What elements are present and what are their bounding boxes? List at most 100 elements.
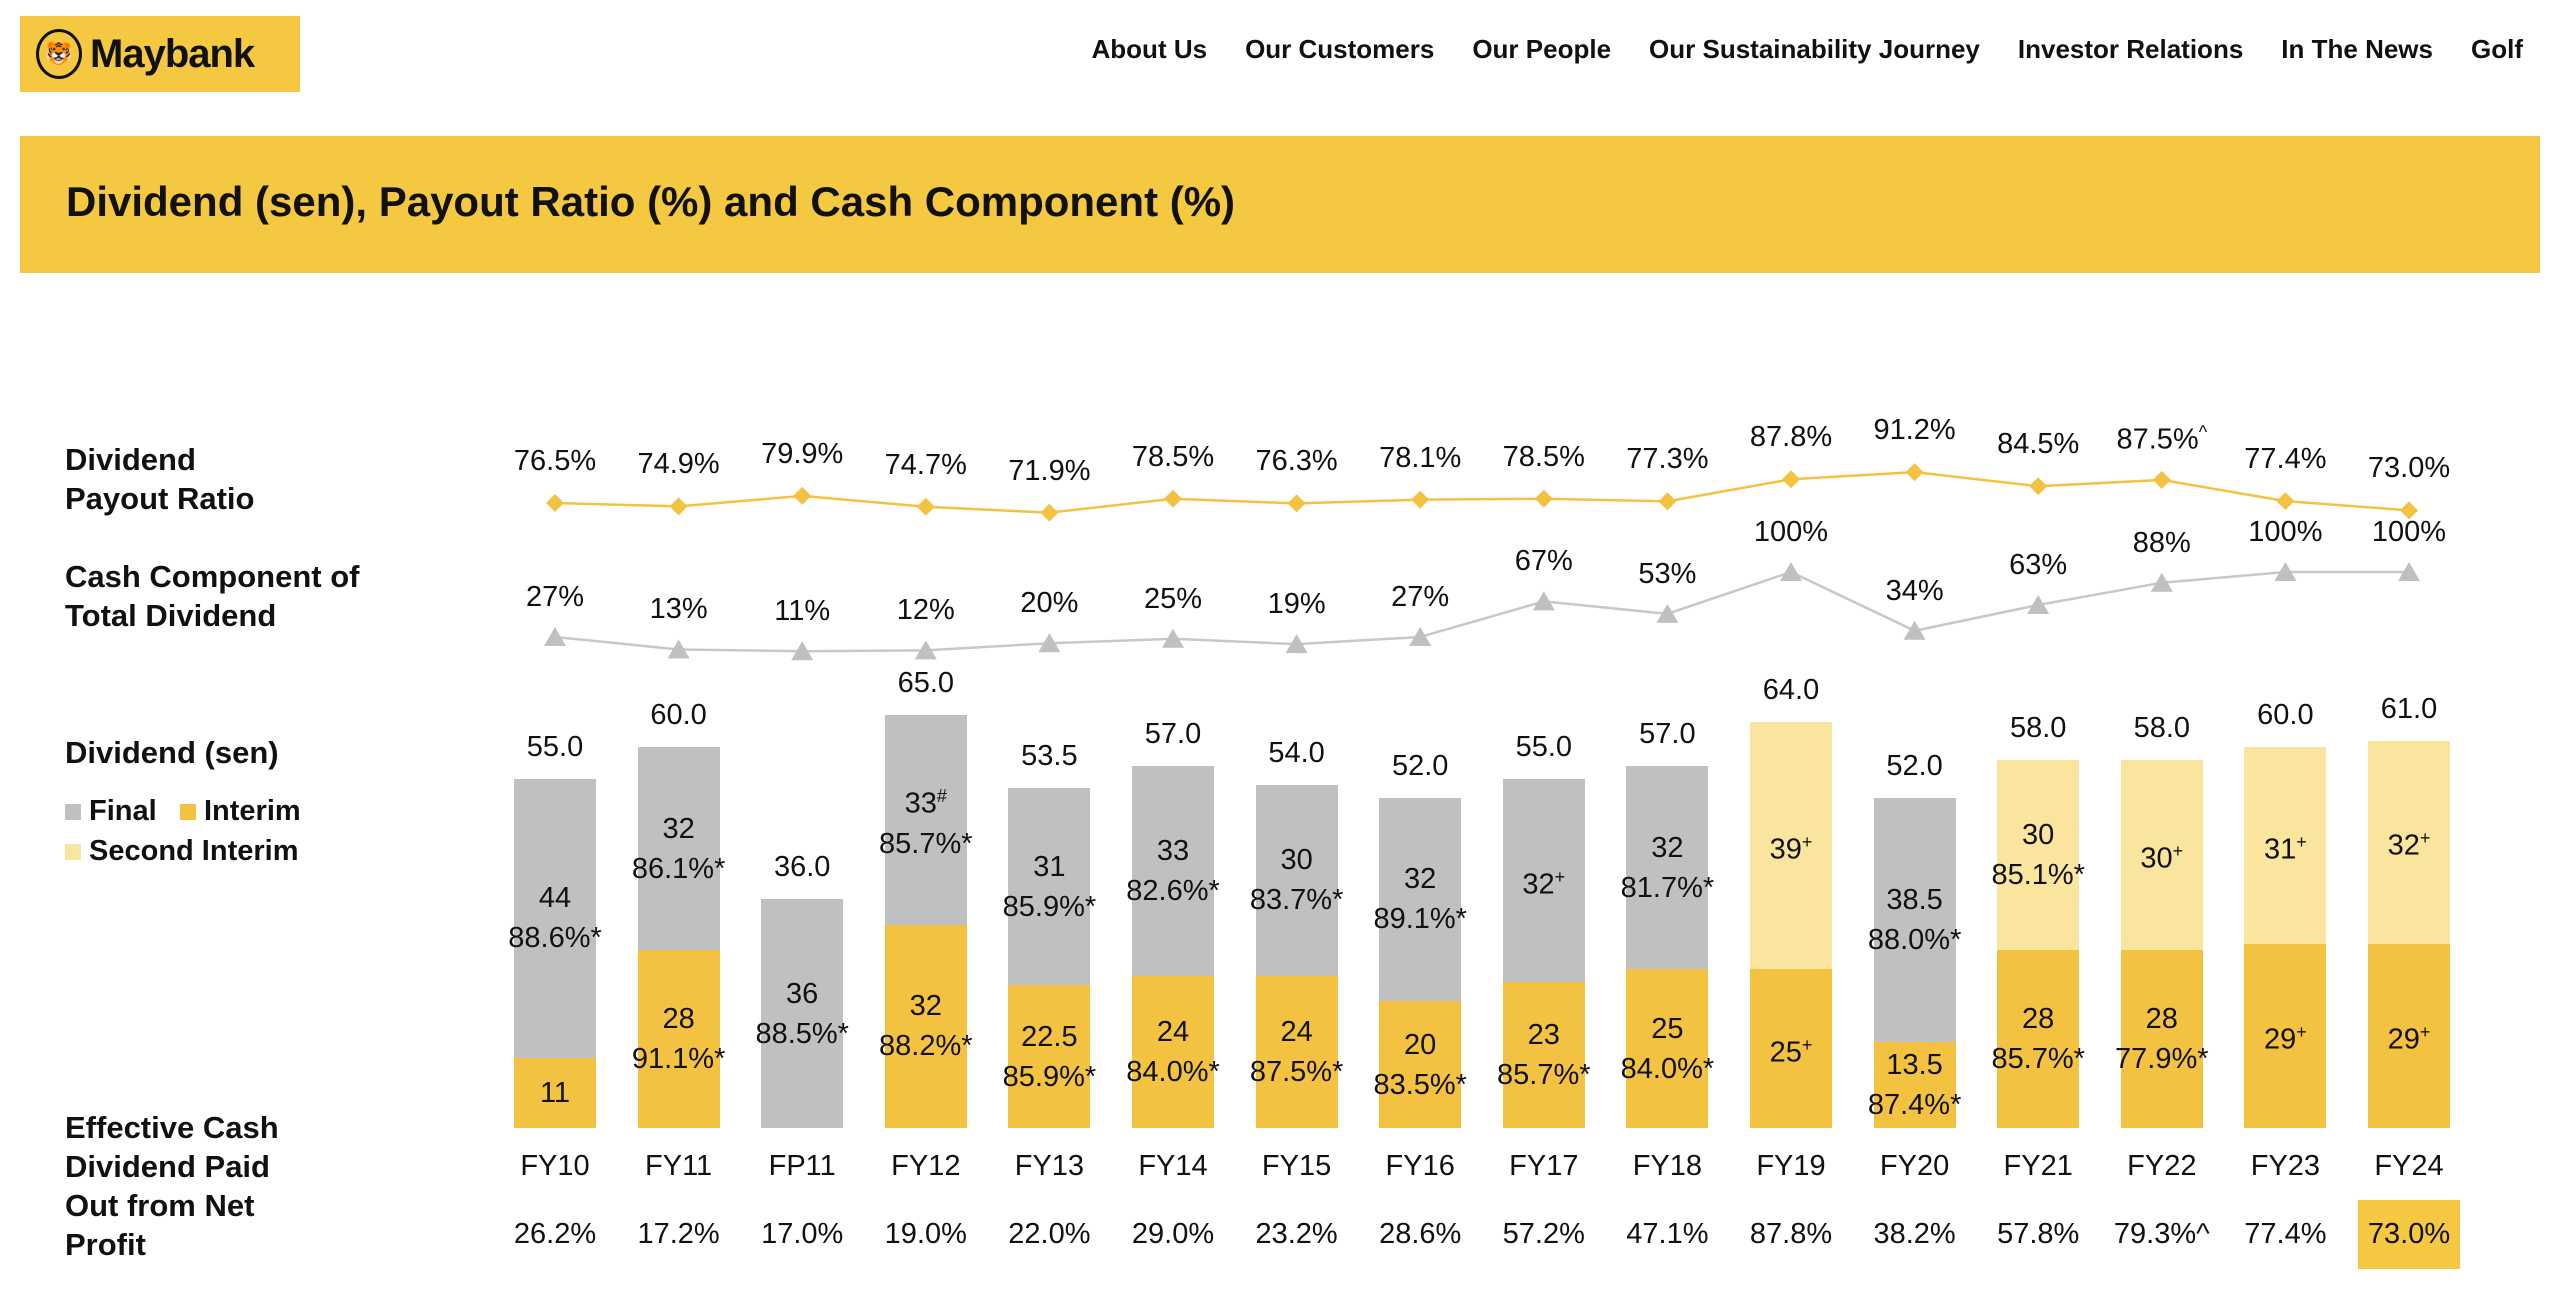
segment-payout-ratio: 83.7%*	[1249, 884, 1344, 917]
cash-triangle-marker	[1038, 633, 1061, 653]
title-banner: Dividend (sen), Payout Ratio (%) and Cas…	[20, 136, 2540, 273]
bar-total-label: 64.0	[1762, 673, 1820, 706]
bar-segment-final: 32 89.1%*	[1373, 797, 1467, 1001]
cash-triangle-marker	[667, 639, 690, 659]
payout-diamond-marker	[1905, 463, 1924, 482]
category-label: FY14	[1138, 1150, 1208, 1182]
payout-ratio-label: 77.4%	[2244, 443, 2327, 476]
segment-value: 11	[539, 1077, 571, 1110]
legend-swatch	[180, 803, 196, 820]
cash-triangle-marker	[1285, 634, 1308, 654]
bar-total-label: 36.0	[773, 851, 831, 884]
legend-label: Final	[89, 795, 157, 827]
cash-component-label: 20%	[1020, 587, 1079, 620]
payout-diamond-marker	[1782, 470, 1800, 489]
cash-component-label: 34%	[1885, 574, 1944, 607]
segment-value: 29+	[2387, 1022, 2431, 1056]
nav-investor-relations[interactable]: Investor Relations	[2017, 34, 2244, 64]
bar-total-label: 61.0	[2380, 692, 2438, 725]
category-label: FY16	[1385, 1150, 1455, 1182]
payout-ratio-label: 74.9%	[637, 448, 720, 481]
payout-diamond-marker	[1658, 492, 1677, 511]
page-title: Dividend (sen), Payout Ratio (%) and Cas…	[66, 178, 1236, 225]
category-label: FY11	[645, 1150, 713, 1182]
bar-segment-interim: 23 85.7%*	[1497, 981, 1591, 1128]
nav-our-customers[interactable]: Our Customers	[1245, 34, 1435, 64]
effective-cash-payout-value: 87.8%	[1749, 1218, 1833, 1250]
segment-payout-ratio: 89.1%*	[1373, 903, 1467, 936]
bar-total-label: 52.0	[1886, 749, 1943, 782]
dividend-sen-label: Dividend (sen)	[65, 735, 279, 770]
label-line: Profit	[65, 1227, 146, 1262]
segment-payout-ratio: 85.7%*	[879, 827, 973, 860]
payout-diamond-marker	[2029, 477, 2048, 496]
footnote-mark: +	[2419, 828, 2431, 849]
bar-total-label: 55.0	[526, 730, 584, 763]
bar-segment-final: 32+	[1502, 778, 1585, 982]
segment-payout-ratio: 84.0%*	[1620, 1052, 1715, 1085]
segment-value: 32	[1651, 831, 1684, 864]
bar-segment-final: 44 88.6%*	[508, 778, 602, 1059]
bar-segment-final: 32 81.7%*	[1621, 766, 1714, 970]
category-label: FY15	[1261, 1150, 1332, 1182]
segment-payout-ratio: 85.7%*	[1991, 1043, 2085, 1076]
bar-segment-interim: 13.5 87.4%*	[1868, 1042, 1961, 1128]
category-label: FY21	[2003, 1150, 2073, 1182]
effective-cash-payout-value: 19.0%	[884, 1218, 967, 1250]
cash-triangle-marker	[2398, 562, 2420, 582]
cash-triangle-marker	[1903, 620, 1926, 640]
category-label: FY22	[2127, 1150, 2197, 1182]
label-line: Cash Component of	[65, 559, 360, 594]
cash-component-label: 100%	[2371, 516, 2447, 549]
category-label: FY12	[891, 1150, 961, 1182]
effective-cash-payout-value: 38.2%	[1873, 1218, 1956, 1250]
category-label: FY10	[520, 1150, 590, 1182]
footnote-mark: #	[936, 786, 947, 807]
cash-component-label: 53%	[1638, 557, 1697, 590]
segment-payout-ratio: 85.7%*	[1497, 1058, 1591, 1091]
label-line: Out from Net	[65, 1188, 255, 1223]
nav-in-the-news[interactable]: In The News	[2281, 34, 2433, 64]
nav-about-us[interactable]: About Us	[1091, 34, 1208, 64]
segment-payout-ratio: 87.4%*	[1867, 1089, 1962, 1122]
category-label: FY17	[1509, 1150, 1579, 1182]
nav-our-people[interactable]: Our People	[1472, 34, 1612, 64]
cash-triangle-marker	[1532, 591, 1555, 611]
legend-second-interim: Second Interim	[65, 835, 299, 868]
payout-ratio-label: 84.5%	[1997, 428, 2080, 461]
bar-segment-final: 32 86.1%*	[632, 747, 725, 951]
maybank-logo[interactable]: 🐯 Maybank	[20, 16, 300, 92]
cash-component-label: 13%	[649, 593, 708, 626]
cash-component-label: 63%	[2009, 548, 2068, 581]
bar-total-label: 58.0	[2133, 711, 2191, 744]
footnote-mark: +	[2172, 841, 2184, 862]
effective-cash-payout-value: 57.8%	[1997, 1218, 2080, 1250]
effective-cash-payout-value: 28.6%	[1379, 1218, 1462, 1250]
category-label: FY18	[1632, 1150, 1703, 1182]
cash-triangle-marker	[2150, 572, 2173, 592]
segment-value: 44	[538, 882, 572, 915]
payout-diamond-marker	[1164, 489, 1182, 508]
label-line: Payout Ratio	[65, 481, 255, 516]
segment-value: 25	[1651, 1012, 1684, 1045]
payout-ratio-label: 91.2%	[1873, 414, 1956, 447]
label-line: Effective Cash	[65, 1110, 279, 1145]
cash-triangle-marker	[544, 627, 566, 646]
payout-diamond-marker	[916, 497, 935, 516]
effective-cash-label: Effective Cash Dividend Paid Out from Ne…	[65, 1108, 279, 1264]
payout-diamond-marker	[1040, 503, 1059, 522]
payout-ratio-label: 77.3%	[1626, 443, 1709, 476]
tiger-emblem-icon: 🐯	[36, 29, 82, 79]
bar-segment-interim: 24 84.0%*	[1126, 975, 1220, 1128]
payout-ratio-label: 73.0%	[2367, 452, 2451, 485]
bar-total-label: 57.0	[1144, 718, 1202, 751]
segment-value: 31	[1033, 850, 1066, 883]
category-label: FY20	[1879, 1150, 1950, 1182]
nav-sustainability[interactable]: Our Sustainability Journey	[1649, 34, 1980, 64]
effective-cash-payout-value: 79.3%^	[2113, 1218, 2210, 1250]
nav-golf[interactable]: Golf	[2471, 34, 2523, 64]
bar-segment-second-interim: 31+	[2244, 747, 2327, 944]
bar-segment-second-interim: 30+	[2120, 759, 2203, 951]
bar-segment-interim: 11	[514, 1058, 596, 1128]
label-line: Dividend	[65, 442, 196, 477]
